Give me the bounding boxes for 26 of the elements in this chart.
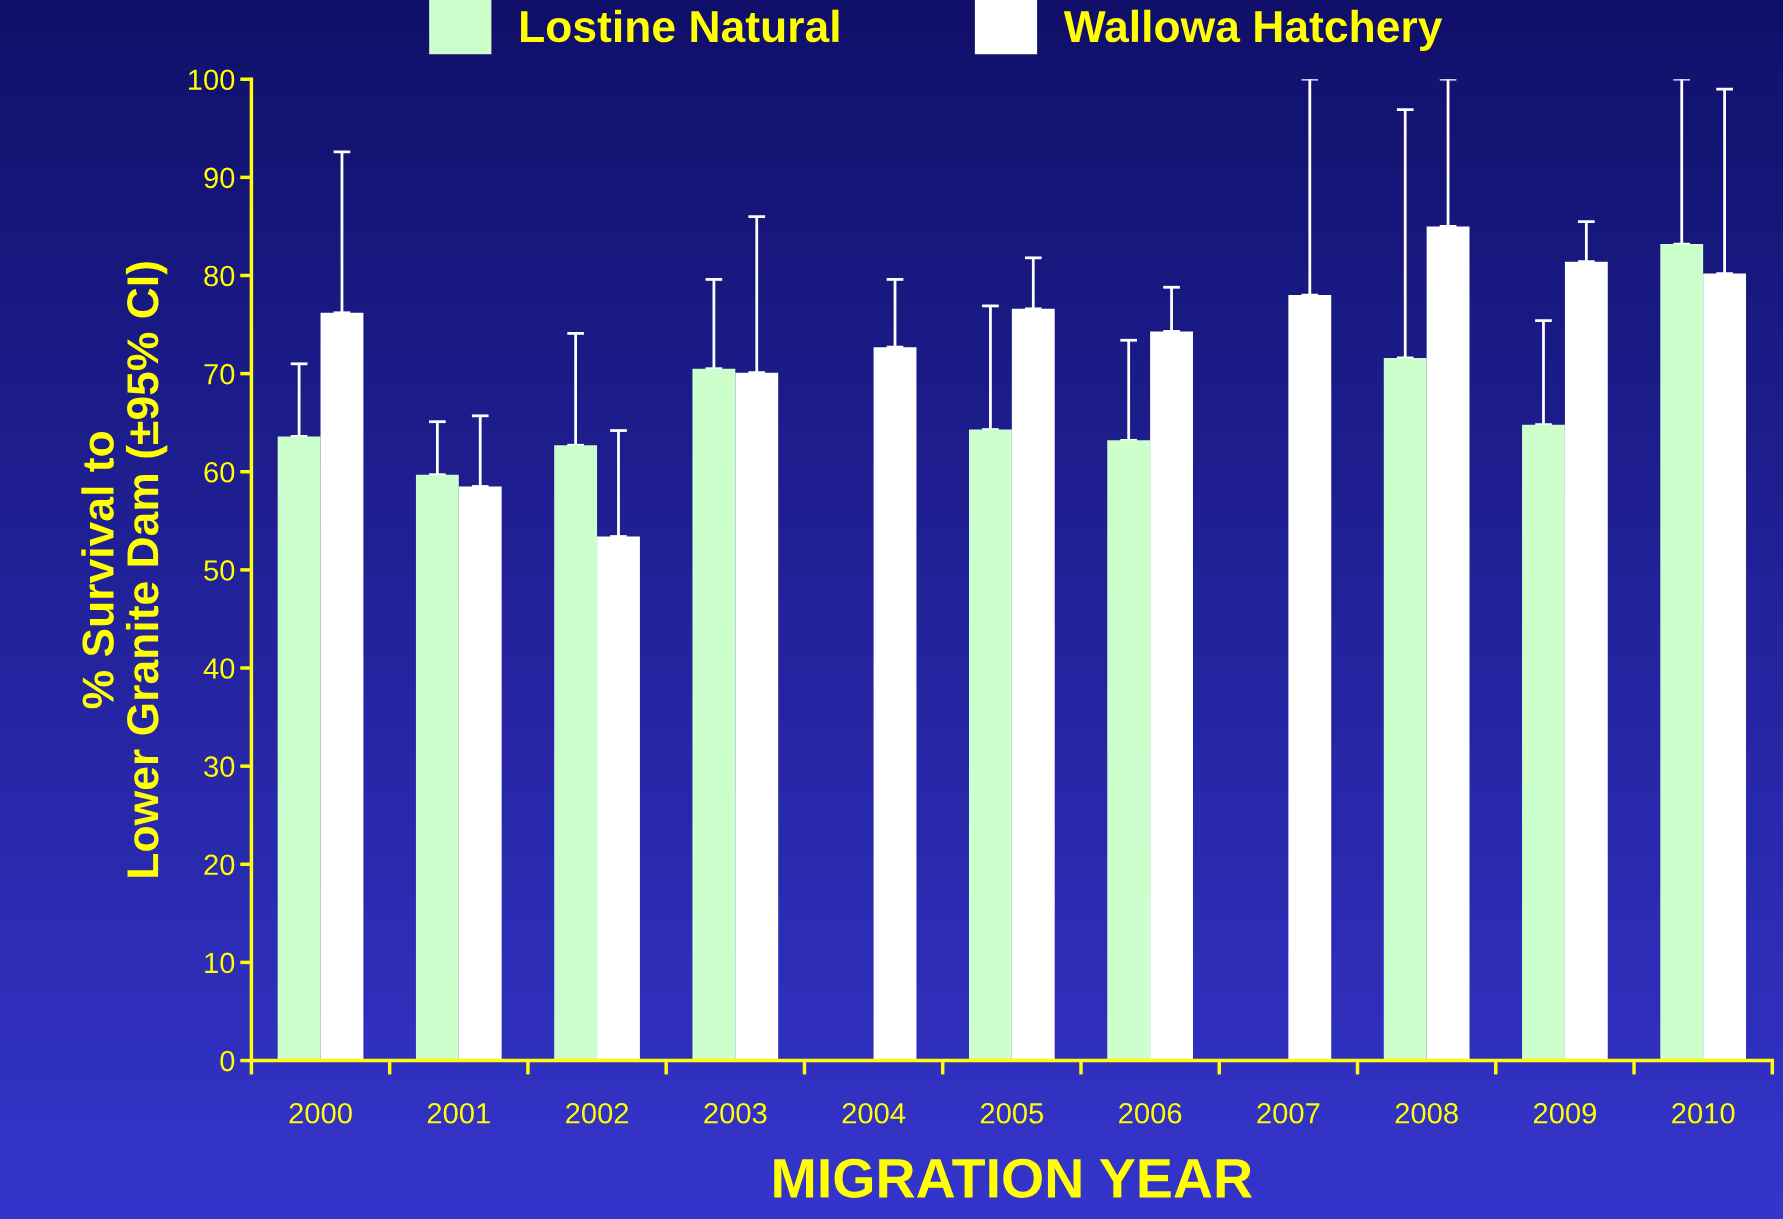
y-tick-label: 30 (204, 756, 235, 777)
x-tick-label: 2009 (1533, 1102, 1596, 1124)
y-tick-label: 20 (204, 854, 235, 876)
y-tick-label: 40 (203, 658, 235, 679)
x-tick-label: 2007 (1257, 1102, 1320, 1124)
y-tick-label: 90 (204, 167, 235, 189)
legend-label: Wallowa Hatchery (1063, 9, 1443, 52)
x-axis-title: MIGRATION YEAR (774, 1158, 1253, 1198)
y-tick-label: 0 (220, 1050, 235, 1072)
x-tick-label: 2002 (566, 1102, 629, 1124)
y-axis-title: % Survival to Lower Granite Dam (±95% CI) (81, 262, 168, 877)
x-tick-label: 2004 (842, 1102, 906, 1124)
x-tick-label: 2010 (1672, 1102, 1735, 1124)
y-tick-label: 100 (189, 69, 235, 91)
y-tick-label: 80 (204, 265, 235, 287)
x-tick-label: 2000 (289, 1102, 352, 1124)
y-tick-label: 60 (204, 461, 235, 483)
y-tick-label: 50 (204, 560, 235, 581)
x-tick-label: 2005 (980, 1102, 1044, 1124)
x-tick-label: 2006 (1119, 1102, 1182, 1124)
y-tick-label: 70 (204, 363, 235, 385)
x-tick-label: 2003 (704, 1102, 767, 1124)
x-tick-label: 2008 (1395, 1102, 1458, 1124)
y-tick-label: 10 (205, 952, 235, 974)
legend-label: Lostine Natural (521, 9, 839, 43)
x-tick-label: 2001 (427, 1102, 490, 1124)
